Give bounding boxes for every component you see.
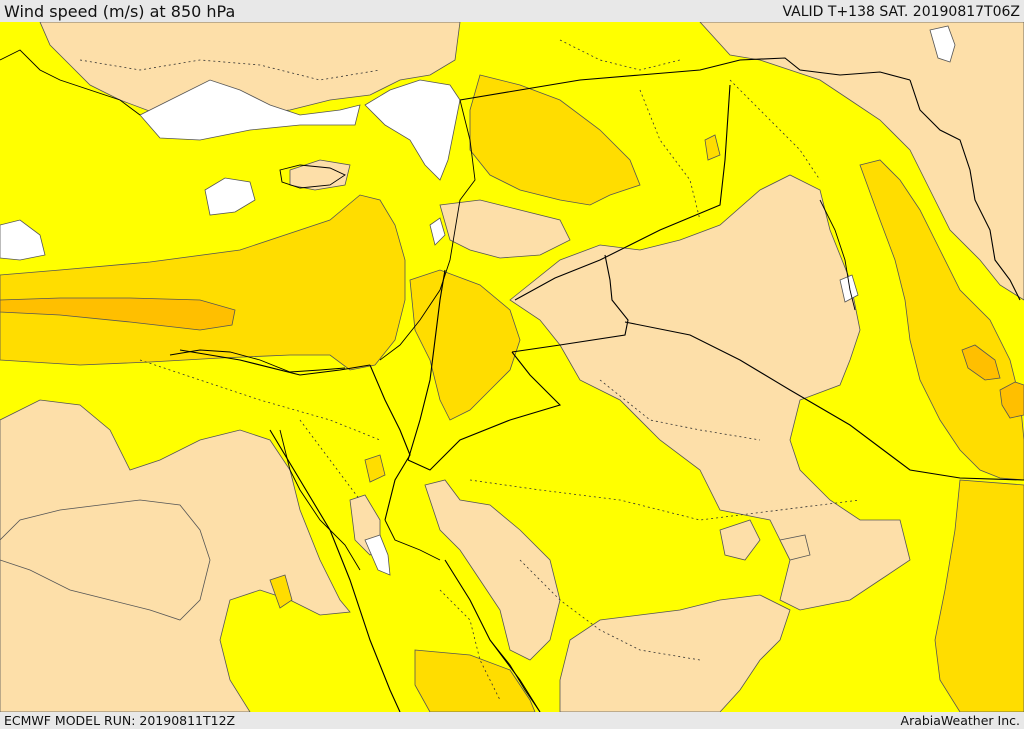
strong-wind-patch-2 bbox=[269, 574, 293, 609]
province-boundaries bbox=[79, 39, 861, 701]
model-run: ECMWF MODEL RUN: 20190811T12Z bbox=[4, 713, 236, 728]
strong-wind-red-sea bbox=[414, 649, 536, 712]
map-title: Wind speed (m/s) at 850 hPa bbox=[4, 2, 236, 21]
calm-area-hijaz bbox=[424, 479, 561, 661]
calm-area-east-small-2 bbox=[779, 534, 811, 561]
stronger-wind-areas bbox=[0, 297, 1024, 419]
low-wind-cyprus-sea bbox=[204, 177, 256, 216]
strong-wind-zagros bbox=[859, 159, 1024, 481]
low-wind-lebanon bbox=[429, 217, 446, 246]
stronger-wind-gulf-core bbox=[999, 381, 1024, 419]
low-wind-areas bbox=[0, 25, 956, 576]
calm-wind-areas bbox=[0, 22, 1024, 712]
low-wind-west bbox=[0, 219, 46, 261]
footer-bar: ECMWF MODEL RUN: 20190811T12Z ArabiaWeat… bbox=[0, 712, 1024, 729]
calm-area-najd bbox=[559, 594, 791, 712]
calm-area-levant bbox=[439, 199, 571, 259]
calm-area-iran-north bbox=[699, 22, 1024, 301]
map-canvas bbox=[0, 22, 1024, 712]
wind-speed-map[interactable] bbox=[0, 22, 1024, 712]
header-bar: Wind speed (m/s) at 850 hPa VALID T+138 … bbox=[0, 0, 1024, 22]
strong-wind-jordan bbox=[409, 269, 521, 421]
stronger-wind-med-core bbox=[0, 297, 236, 331]
strong-wind-patch-3 bbox=[704, 134, 721, 161]
strong-wind-areas bbox=[0, 74, 1024, 712]
low-wind-cilicia bbox=[364, 79, 461, 181]
low-wind-gulf-aqaba bbox=[364, 534, 391, 576]
calm-area-east-small bbox=[719, 519, 761, 561]
valid-time: VALID T+138 SAT. 20190817T06Z bbox=[782, 4, 1020, 20]
low-wind-caspian bbox=[929, 25, 956, 63]
strong-wind-patch-1 bbox=[364, 454, 386, 483]
low-wind-aegean bbox=[139, 79, 361, 141]
coastlines bbox=[0, 49, 856, 712]
stronger-wind-zagros-core bbox=[961, 344, 1001, 381]
strong-wind-gulf bbox=[934, 479, 1024, 712]
credit: ArabiaWeather Inc. bbox=[900, 713, 1020, 728]
strong-wind-med-jet bbox=[0, 194, 406, 371]
calm-area-egypt-central bbox=[0, 499, 211, 621]
strong-wind-syria-north bbox=[469, 74, 641, 206]
country-borders bbox=[179, 57, 1024, 712]
